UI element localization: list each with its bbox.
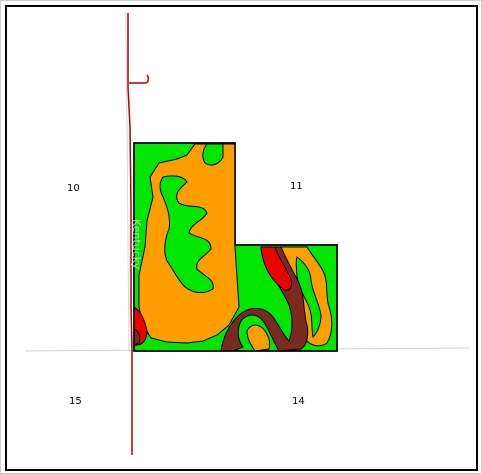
- field-area: [133, 142, 338, 352]
- road-label: Kentucky: [130, 219, 143, 270]
- section-label-ne: 11: [290, 181, 303, 192]
- soil-map: Kentucky 10 11 15 14: [24, 12, 470, 455]
- section-label-sw: 15: [69, 396, 82, 407]
- soil-unit-green-east-inner: [295, 256, 322, 339]
- soil-unit-orange-channel: [246, 324, 271, 352]
- section-label-se: 14: [292, 396, 305, 407]
- map-panel: Kentucky 10 11 15 14: [5, 5, 478, 471]
- road-spur: [129, 74, 150, 84]
- soil-unit-red-east: [260, 246, 292, 291]
- road-line: [127, 13, 133, 455]
- soil-unit-brown-west: [133, 328, 141, 346]
- section-boundary-vertical: [125, 12, 130, 352]
- section-label-nw: 10: [67, 183, 80, 194]
- soil-unit-green-notch: [202, 143, 224, 166]
- road: Kentucky: [127, 13, 150, 455]
- parcel-boundary: [133, 142, 338, 352]
